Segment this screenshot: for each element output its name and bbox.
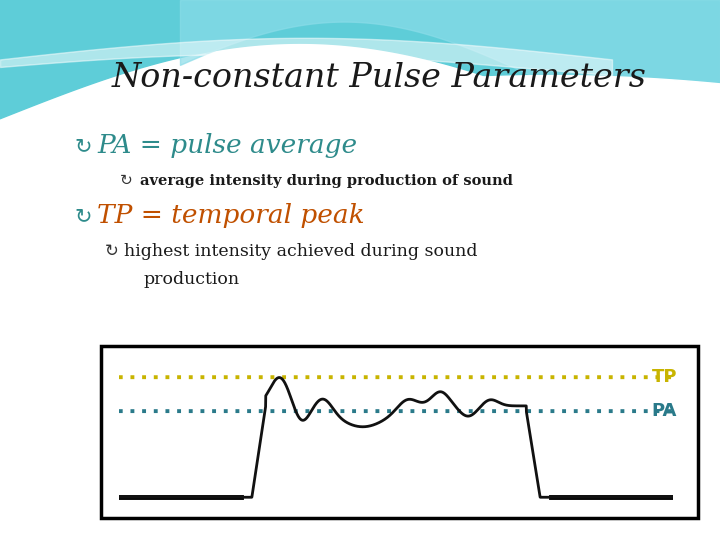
Text: TP = temporal peak: TP = temporal peak bbox=[97, 204, 365, 228]
Text: average intensity during production of sound: average intensity during production of s… bbox=[140, 174, 513, 188]
FancyBboxPatch shape bbox=[101, 346, 698, 518]
Text: highest intensity achieved during sound: highest intensity achieved during sound bbox=[124, 242, 477, 260]
Text: Non-constant Pulse Parameters: Non-constant Pulse Parameters bbox=[112, 62, 647, 94]
Text: PA = pulse average: PA = pulse average bbox=[97, 133, 357, 158]
Text: TP: TP bbox=[652, 368, 677, 386]
Text: production: production bbox=[144, 271, 240, 288]
Text: ↻: ↻ bbox=[74, 136, 91, 156]
Text: ↻: ↻ bbox=[120, 173, 132, 188]
Text: ↻: ↻ bbox=[74, 206, 91, 226]
Text: ↻: ↻ bbox=[104, 242, 119, 260]
Text: PA: PA bbox=[652, 402, 677, 420]
